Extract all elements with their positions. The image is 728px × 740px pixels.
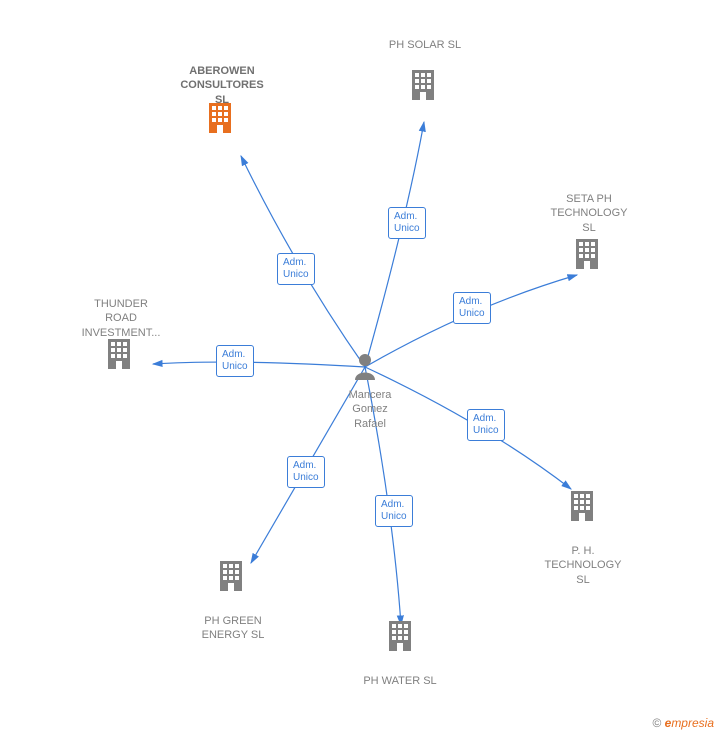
building-icon[interactable] xyxy=(409,68,437,100)
footer-branding: © empresia xyxy=(652,716,714,730)
node-label: THUNDERROADINVESTMENT... xyxy=(71,297,171,340)
edge-line xyxy=(153,362,365,367)
building-icon[interactable] xyxy=(105,337,133,369)
edge-label: Adm.Unico xyxy=(375,495,413,527)
node-label: P. H.TECHNOLOGYSL xyxy=(533,544,633,587)
node-label: SETA PHTECHNOLOGYSL xyxy=(539,192,639,235)
node-label: PH GREENENERGY SL xyxy=(183,614,283,643)
edge-label: Adm.Unico xyxy=(287,456,325,488)
edge-label: Adm.Unico xyxy=(467,409,505,441)
building-icon[interactable] xyxy=(573,237,601,269)
node-label: PH WATER SL xyxy=(350,674,450,688)
edge-line xyxy=(365,122,424,367)
edge-label: Adm.Unico xyxy=(277,253,315,285)
brand-rest: mpresia xyxy=(671,716,714,730)
node-label: PH SOLAR SL xyxy=(375,38,475,52)
edge-label: Adm.Unico xyxy=(388,207,426,239)
building-icon[interactable] xyxy=(386,619,414,651)
person-icon xyxy=(353,352,377,380)
node-label: ABEROWENCONSULTORESSL xyxy=(172,64,272,107)
building-icon[interactable] xyxy=(217,559,245,591)
center-node-label: ManceraGomezRafael xyxy=(335,388,405,431)
edge-label: Adm.Unico xyxy=(453,292,491,324)
copyright-symbol: © xyxy=(652,716,661,730)
building-icon[interactable] xyxy=(568,489,596,521)
edge-label: Adm.Unico xyxy=(216,345,254,377)
